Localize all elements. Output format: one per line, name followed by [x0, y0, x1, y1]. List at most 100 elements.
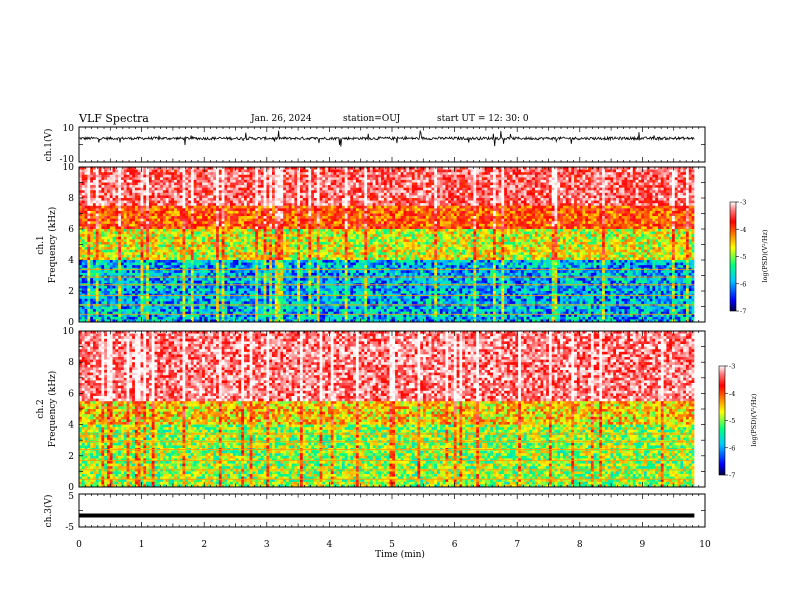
ch1-spectrogram-cell [230, 234, 234, 238]
ch1-spectrogram-cell [109, 247, 113, 250]
ch1-spectrogram-cell [92, 280, 97, 284]
ch1-spectrogram-cell [112, 223, 116, 227]
ch1-spectrogram-cell [87, 260, 91, 263]
ch1-spectrogram-cell [283, 257, 287, 261]
ch1-spectrogram-cell [171, 270, 175, 274]
ch1-spectrogram-cell [185, 239, 189, 243]
ch1-spectrogram-cell [269, 223, 273, 227]
ch1-spectrogram-cell [185, 216, 189, 219]
ch1-spectrogram-cell [285, 236, 290, 240]
ch1-spectrogram-cell [143, 285, 147, 289]
ch1-spectrogram-cell [196, 203, 200, 207]
ch1-spectrogram-cell [118, 278, 122, 281]
ch1-spectrogram-cell [95, 210, 99, 214]
ch1-spectrogram-cell [255, 306, 259, 310]
ch1-spectrogram-cell [146, 236, 150, 240]
ch1-spectrogram-cell [171, 280, 175, 284]
ch1-spectrogram-cell [260, 208, 264, 212]
ch1-spectrogram-cell [230, 249, 234, 253]
ch1-spectrogram-cell [204, 229, 208, 232]
ch1-spectrogram-cell [151, 303, 155, 307]
ch1-spectrogram-cell [291, 231, 295, 235]
ch1-spectrogram-cell [241, 252, 245, 256]
ch1-spectrogram-cell [285, 172, 290, 176]
ch1-spectrogram-cell [81, 301, 85, 305]
ch1-spectrogram-cell [258, 303, 262, 307]
ch1-spectrogram-cell [90, 210, 94, 214]
ch1-spectrogram-cell [154, 288, 158, 292]
ch1-spectrogram-cell [171, 190, 175, 194]
ch1-spectrogram-cell [244, 247, 248, 250]
ch1-spectrogram-cell [246, 254, 250, 258]
ch1-spectrogram-cell [146, 190, 150, 194]
ch1-spectrogram-cell [252, 231, 256, 235]
ch1-spectrogram-cell [165, 252, 169, 256]
ch1-spectrogram-cell [232, 241, 236, 245]
ch1-spectrogram-cell [79, 291, 83, 294]
ch1-spectrogram-cell [104, 198, 108, 201]
ch1-spectrogram-cell [132, 169, 136, 173]
ch1-spectrogram-cell [115, 236, 119, 240]
ch1-spectrogram-cell [227, 223, 231, 227]
ch1-spectrogram-cell [252, 252, 256, 256]
ch1-spectrogram-cell [258, 192, 262, 196]
ch1-spectrogram-cell [218, 311, 222, 315]
ch1-spectrogram-cell [126, 218, 130, 222]
ch1-spectrogram-cell [115, 309, 119, 312]
ch1-spectrogram-cell [106, 223, 111, 227]
ch1-spectrogram-cell [81, 311, 85, 315]
ch1-spectrogram-cell [299, 231, 304, 235]
ch1-spectrogram-cell [244, 311, 248, 315]
ch1-spectrogram-cell [269, 272, 273, 276]
ch1-spectrogram-cell [193, 270, 197, 274]
ch1-spectrogram-cell [101, 241, 105, 245]
ch1-spectrogram-cell [120, 169, 125, 173]
ch1-spectrogram-cell [79, 172, 83, 176]
ch1-spectrogram-cell [224, 262, 228, 266]
ch1-spectrogram-cell [227, 200, 231, 204]
ch1-spectrogram-cell [241, 298, 245, 302]
ch1-spectrogram-cell [266, 262, 270, 266]
ch1-spectrogram-cell [160, 319, 164, 323]
ch1-spectrogram-cell [255, 231, 259, 235]
ch1-spectrogram-cell [249, 205, 253, 209]
ch1-spectrogram-cell [252, 221, 256, 225]
ch1-spectrogram-cell [188, 226, 192, 230]
ch1-spectrogram-cell [288, 226, 292, 230]
ch1-spectrogram-cell [193, 293, 197, 297]
ch1-spectrogram-cell [185, 195, 189, 199]
ch1-spectrogram-cell [241, 208, 245, 212]
ch1-spectrogram-cell [207, 213, 211, 217]
ch1-spectrogram-cell [244, 172, 248, 176]
ch1-spectrogram-cell [185, 309, 189, 312]
ch1-spectrogram-cell [249, 182, 253, 186]
ch1-spectrogram-cell [115, 319, 119, 323]
ch1-spectrogram-cell [98, 301, 102, 305]
ch1-spectrogram-cell [190, 182, 194, 186]
ch1-spectrogram-cell [204, 167, 208, 170]
ch1-spectrogram-cell [84, 306, 88, 310]
ch1-spectrogram-cell [255, 314, 259, 318]
ch1-spectrogram-cell [202, 306, 206, 310]
ch1-spectrogram-cell [235, 262, 239, 266]
ch1-spectrogram-cell [104, 172, 108, 176]
ch1-spectrogram-cell [137, 262, 141, 266]
ch1-spectrogram-cell [120, 262, 125, 266]
ch1-spectrogram-cell [112, 278, 116, 281]
ch1-spectrogram-cell [106, 203, 111, 207]
ch1-spectrogram-cell [160, 296, 164, 300]
ch1-spectrogram-cell [210, 234, 214, 238]
ch1-spectrogram-cell [151, 244, 155, 248]
ch1-spectrogram-cell [285, 285, 290, 289]
ch1-spectrogram-cell [104, 182, 108, 186]
ch1-spectrogram-cell [182, 216, 186, 219]
ch1-spectrogram-cell [92, 291, 97, 294]
ch1-spectrogram-cell [87, 272, 91, 276]
ch1-spectrogram-cell [291, 208, 295, 212]
ch1-spectrogram-cell [179, 260, 183, 263]
ch1-spectrogram-cell [140, 210, 144, 214]
ch1-spectrogram-cell [120, 303, 125, 307]
ch1-spectrogram-cell [216, 288, 220, 292]
ch1-spectrogram-cell [182, 314, 186, 318]
ch1-spectrogram-cell [280, 182, 284, 186]
